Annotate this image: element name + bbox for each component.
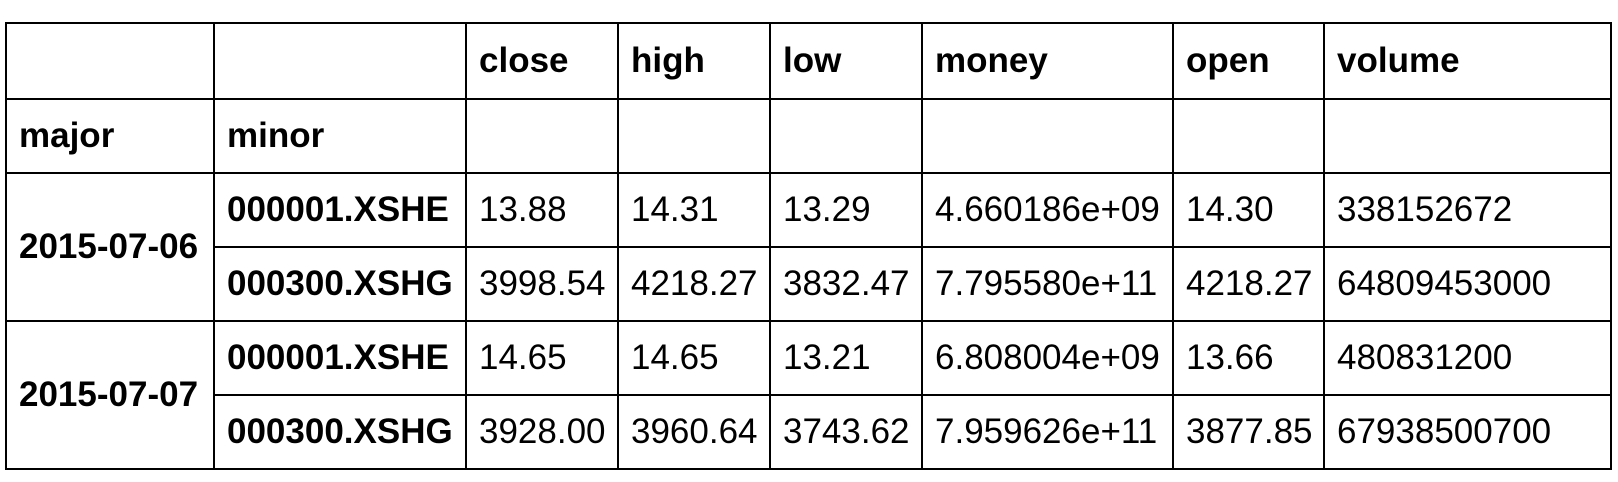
cell-volume: 480831200 xyxy=(1323,320,1612,396)
cell-high: 4218.27 xyxy=(617,246,771,322)
cell-low: 3743.62 xyxy=(769,394,923,470)
cell-low: 13.29 xyxy=(769,172,923,248)
table-row: 2015-07-06 000001.XSHE 13.88 14.31 13.29… xyxy=(5,172,1612,322)
minor-index-cell: 000001.XSHE xyxy=(213,172,467,248)
cell-close: 14.65 xyxy=(465,320,619,396)
cell-money: 4.660186e+09 xyxy=(921,172,1174,248)
empty-header-cell xyxy=(1172,98,1325,174)
empty-header-cell xyxy=(617,98,771,174)
cell-volume: 338152672 xyxy=(1323,172,1612,248)
table-row: 2015-07-07 000001.XSHE 14.65 14.65 13.21… xyxy=(5,320,1612,470)
cell-close: 13.88 xyxy=(465,172,619,248)
minor-index-cell: 000001.XSHE xyxy=(213,320,467,396)
cell-close: 3928.00 xyxy=(465,394,619,470)
empty-header-cell xyxy=(1323,98,1612,174)
empty-header-cell xyxy=(465,98,619,174)
major-index-cell: 2015-07-07 xyxy=(5,320,215,470)
cell-volume: 64809453000 xyxy=(1323,246,1612,322)
empty-header-cell xyxy=(5,22,215,100)
cell-open: 13.66 xyxy=(1172,320,1325,396)
table-row: 000300.XSHG 3998.54 4218.27 3832.47 7.79… xyxy=(6,246,1612,322)
major-index-cell: 2015-07-06 xyxy=(5,172,215,322)
cell-low: 3832.47 xyxy=(769,246,923,322)
cell-high: 14.65 xyxy=(617,320,771,396)
index-name-minor: minor xyxy=(213,98,467,174)
column-header-volume: volume xyxy=(1323,22,1612,100)
cell-open: 14.30 xyxy=(1172,172,1325,248)
column-header-open: open xyxy=(1172,22,1325,100)
cell-money: 7.795580e+11 xyxy=(921,246,1174,322)
cell-low: 13.21 xyxy=(769,320,923,396)
minor-index-cell: 000300.XSHG xyxy=(213,246,467,322)
column-header-row: close high low money open volume xyxy=(5,22,1612,100)
empty-header-cell xyxy=(921,98,1174,174)
column-header-close: close xyxy=(465,22,619,100)
cell-high: 14.31 xyxy=(617,172,771,248)
index-name-row: major minor xyxy=(5,98,1612,174)
cell-volume: 67938500700 xyxy=(1323,394,1612,470)
table-row: 000300.XSHG 3928.00 3960.64 3743.62 7.95… xyxy=(6,394,1612,470)
column-header-money: money xyxy=(921,22,1174,100)
empty-header-cell xyxy=(213,22,467,100)
cell-open: 3877.85 xyxy=(1172,394,1325,470)
cell-money: 6.808004e+09 xyxy=(921,320,1174,396)
minor-index-cell: 000300.XSHG xyxy=(213,394,467,470)
index-name-major: major xyxy=(5,98,215,174)
empty-header-cell xyxy=(769,98,923,174)
cell-money: 7.959626e+11 xyxy=(921,394,1174,470)
cell-open: 4218.27 xyxy=(1172,246,1325,322)
dataframe-table: close high low money open volume major m… xyxy=(5,22,1612,470)
column-header-low: low xyxy=(769,22,923,100)
cell-close: 3998.54 xyxy=(465,246,619,322)
column-header-high: high xyxy=(617,22,771,100)
cell-high: 3960.64 xyxy=(617,394,771,470)
